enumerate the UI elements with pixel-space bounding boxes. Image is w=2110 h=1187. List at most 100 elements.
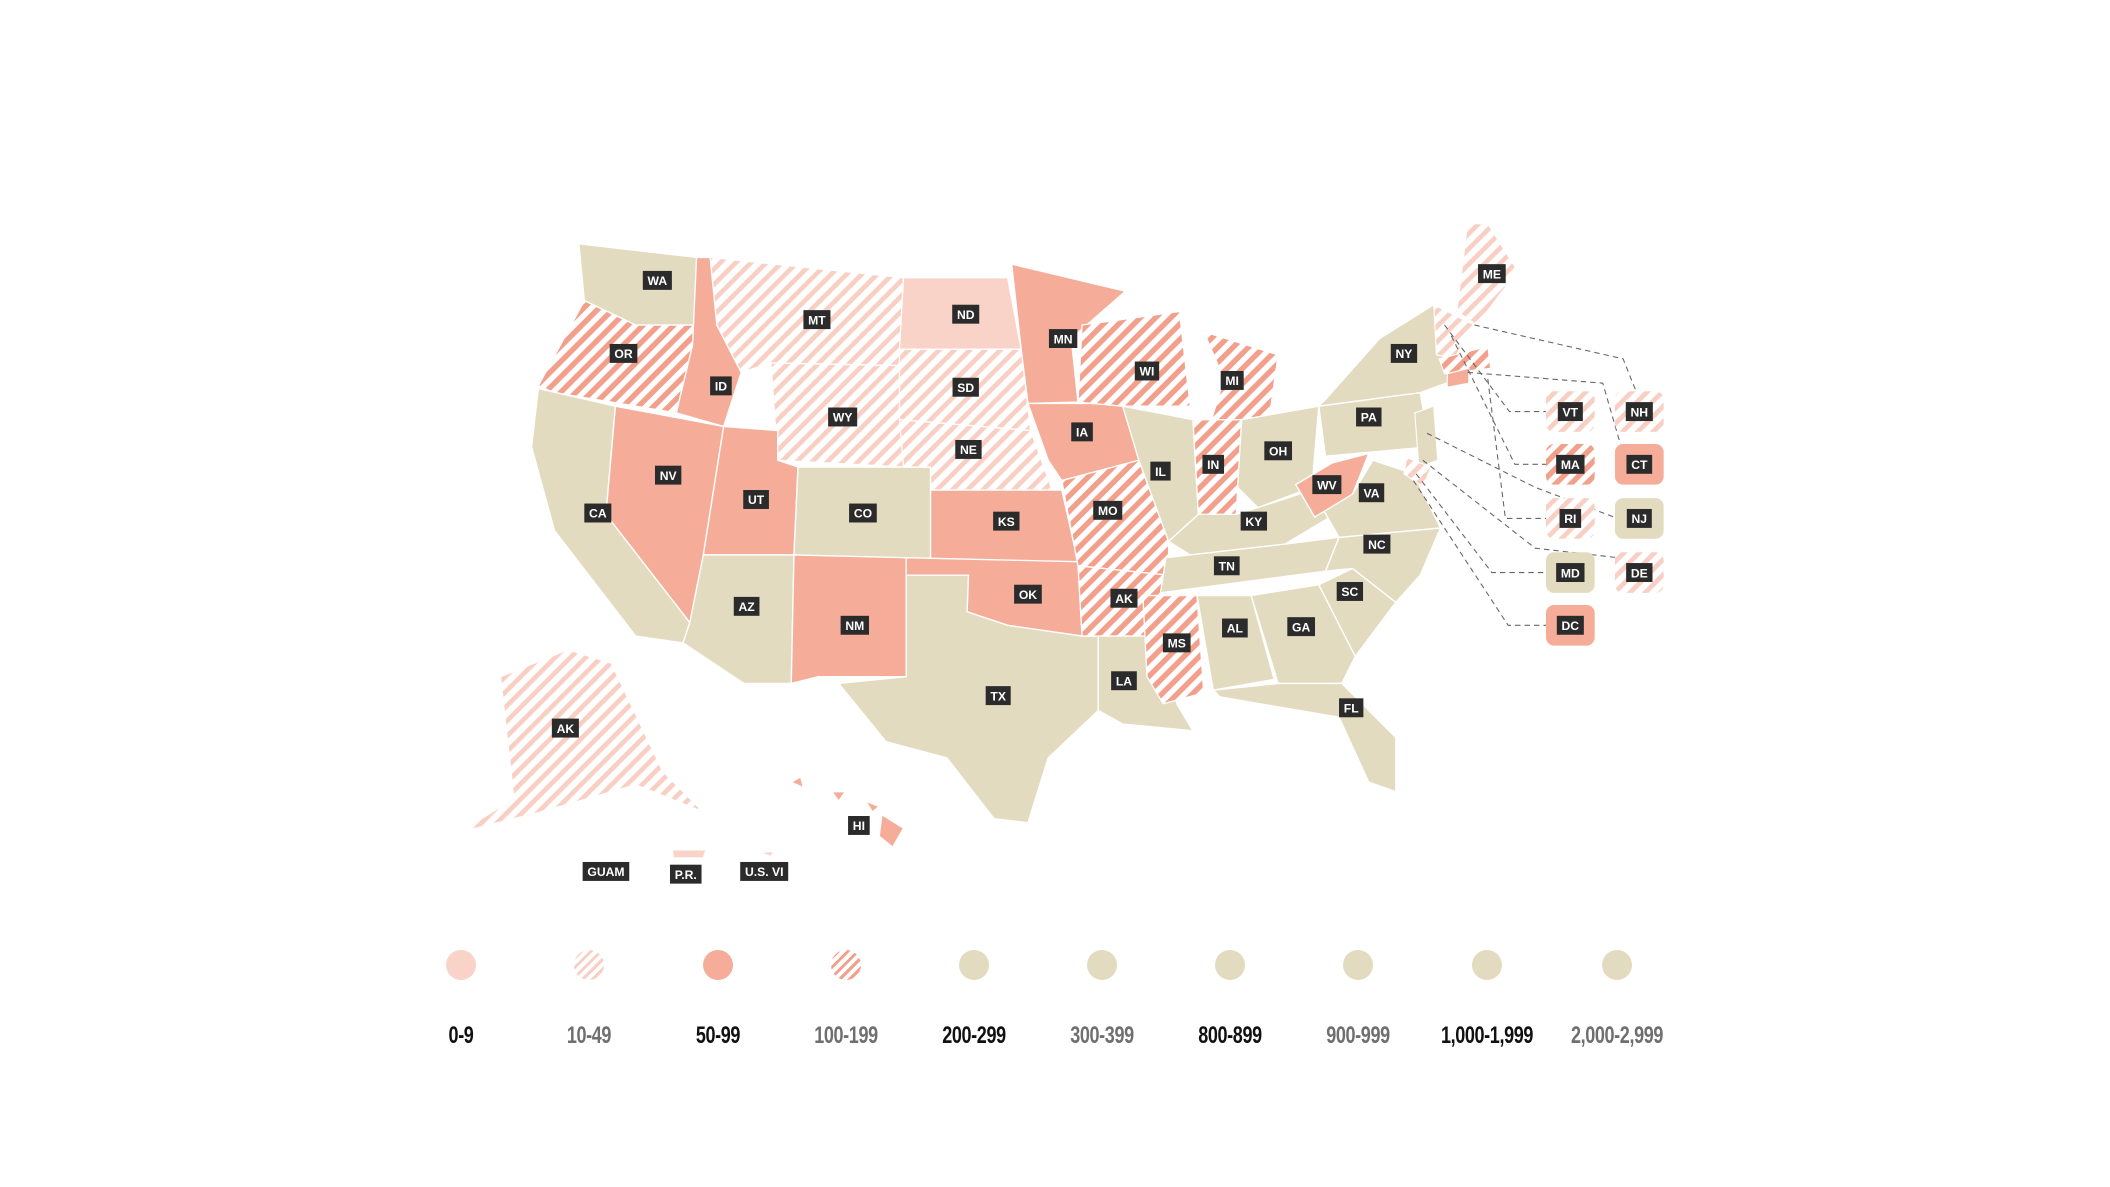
state-label-text: MN [1054,332,1073,346]
label-background [740,861,789,881]
inset-leader-lines [1412,324,1638,626]
state-label: KS [993,511,1020,531]
legend-swatch [1087,950,1117,980]
state-label: AK [1110,588,1138,608]
legend-item: 200-299 [899,950,1049,1050]
state-shape-usvi[interactable] [759,850,775,858]
state-label: NM [840,615,870,635]
state-label: NY [1390,343,1418,363]
state-label: AZ [733,596,760,616]
state-shape-hi[interactable] [789,775,805,789]
state-label-text: NV [660,469,678,483]
small-state-shape[interactable] [1438,345,1492,375]
state-label-text: GA [1292,620,1310,634]
leader-line [1415,473,1546,574]
state-label: OR [609,343,638,363]
states-layer [459,222,1519,859]
state-label: OH [1264,441,1293,461]
state-shape-tx[interactable] [837,574,1099,824]
label-background [1264,441,1293,461]
label-background [952,377,979,397]
state-shape-fl[interactable] [1211,682,1397,793]
state-shape-hi[interactable] [863,799,881,813]
state-label-text: PA [1361,411,1377,425]
state-shape-ny[interactable] [1316,303,1451,408]
state-label-text: U.S. VI [745,865,784,879]
legend-label: 200-299 [942,1022,1006,1049]
label-background [743,490,769,509]
state-label: GA [1287,617,1316,637]
label-background [1093,500,1123,520]
state-label-text: DE [1631,566,1648,580]
small-state-shape[interactable] [1403,456,1432,489]
state-label: OK [1014,584,1042,604]
state-label-text: SC [1341,585,1358,599]
leader-line [1487,379,1546,519]
label-background [1110,588,1138,608]
state-label: MN [1048,329,1078,349]
state-label: ID [710,376,732,396]
label-background [551,718,579,738]
label-background [669,864,702,884]
state-label-text: OH [1269,445,1287,459]
state-label: NE [955,439,982,459]
leader-line [1426,432,1618,519]
state-label: WY [828,407,858,427]
state-label-text: LA [1116,674,1132,688]
label-background [1478,264,1506,284]
state-label-text: NC [1368,538,1386,552]
state-label-text: VT [1563,405,1579,419]
legend-label: 100-199 [814,1022,878,1049]
state-shape-al[interactable] [1196,594,1275,691]
label-background [710,376,732,396]
state-label: FL [1339,698,1364,718]
state-shape-hi[interactable] [830,790,847,803]
inset-label: NJ [1626,508,1652,528]
label-background [1240,511,1268,531]
state-label-text: WV [1317,478,1337,492]
label-background [828,407,858,427]
state-shape-wi[interactable] [1077,310,1192,407]
label-background [582,861,630,881]
state-label: P.R. [669,864,702,884]
label-background [1626,563,1653,583]
label-background [1111,671,1137,691]
state-label: LA [1111,671,1137,691]
state-label-text: ND [957,308,975,322]
label-background [803,310,831,330]
leader-line [1422,459,1618,559]
state-label-text: MS [1168,637,1186,651]
small-state-shape[interactable] [1446,367,1470,388]
state-label-text: RI [1564,512,1576,526]
legend-label: 10-49 [566,1022,612,1049]
state-shape-ak[interactable] [459,648,704,833]
small-state-shape[interactable] [1414,405,1439,468]
state-label-text: ID [715,380,727,394]
state-label-text: CT [1631,458,1648,472]
state-label-text: CO [854,507,872,521]
legend: 0-9 10-49 50-99 100-199 200-299 300-399 800-89… [0,950,2110,1070]
state-label: MO [1093,500,1123,520]
state-shape-az[interactable] [682,554,795,685]
state-label-text: FL [1344,702,1359,716]
legend-item: 300-399 [1027,950,1177,1050]
state-label-text: KY [1245,515,1262,529]
state-label-text: AK [557,722,575,736]
inset-label: VT [1557,402,1583,422]
inset-label: MD [1556,563,1585,583]
state-label-text: ME [1483,267,1501,281]
legend-item: 900-999 [1283,950,1433,1050]
state-shape-pr[interactable] [671,849,707,859]
legend-label: 0-9 [448,1022,474,1049]
state-label-text: NM [845,619,864,633]
inset-label: DC [1556,615,1584,635]
state-label-text: SD [957,381,974,395]
inset-label: MA [1556,454,1585,474]
state-label-text: WA [648,274,668,288]
state-label-text: KS [998,515,1015,529]
state-shape-hi[interactable] [878,813,905,849]
state-label: KY [1240,511,1268,531]
label-background [1556,563,1585,583]
state-label: WI [1134,361,1160,381]
state-label-text: GUAM [587,865,624,879]
